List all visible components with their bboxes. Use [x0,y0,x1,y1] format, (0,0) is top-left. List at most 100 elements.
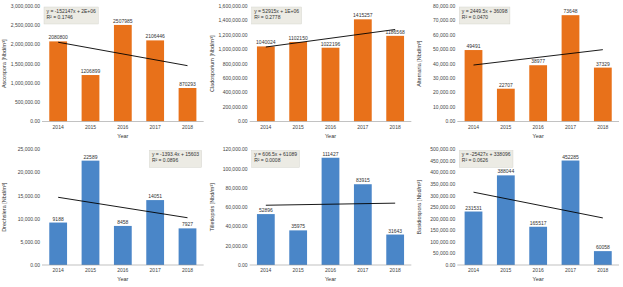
y-tick-label: 300,000.00 [430,193,455,199]
x-tick-label: 2016 [533,124,544,130]
trendline [474,192,603,218]
trendline [474,50,603,65]
x-tick-label: 2018 [390,124,401,130]
x-tick-label: 2018 [597,267,608,273]
bar [146,40,164,121]
x-tick-label: 2016 [325,267,336,273]
data-label: 452285 [562,154,579,160]
bar [529,65,547,121]
equation-box: y = -25427x + 338096R² = 0.0626 [459,151,513,168]
bar [289,230,307,265]
y-tick-label: 70,000.00 [433,17,455,23]
bar [322,48,340,122]
y-tick-label: 1,000,000.00 [11,80,40,86]
y-tick-label: 3,000,000.00 [11,3,40,9]
y-axis-label: Basidiospora [Nbd/m³] [416,180,422,235]
x-tick-label: 2015 [293,124,304,130]
bar [179,88,197,122]
data-label: 2507985 [113,18,133,24]
bar [354,184,372,265]
y-tick-label: 25,000.00 [18,146,40,152]
bar [529,227,547,265]
chart-panel: 0.00200,000.00400,000.00600,000.00800,00… [209,3,412,139]
y-tick-label: 40,000.00 [433,61,455,67]
x-tick-label: 2016 [325,124,336,130]
data-label: 2106446 [145,33,165,39]
plot-area [257,19,404,121]
data-label: 1186568 [386,29,405,35]
equation-box-bg [252,151,300,168]
x-tick-label: 2014 [468,124,479,130]
x-tick-label: 2017 [357,124,368,130]
equation-box: y = 52915x + 1E+06R² = 0.2778 [252,7,302,24]
data-label: 22589 [84,154,98,160]
x-tick-label: 2017 [150,124,161,130]
y-tick-label: 5,000.00 [21,239,41,245]
bar [465,212,483,265]
bar [49,41,67,121]
y-tick-label: 30,000.00 [433,75,455,81]
equation-box-bg [252,7,302,24]
x-tick-label: 2017 [357,267,368,273]
bar [82,75,100,121]
data-label: 1040024 [256,39,276,45]
data-label: 37329 [596,61,610,67]
equation-text: R² = 0.0470 [462,14,488,20]
y-tick-label: 400,000.00 [430,169,455,175]
bar [257,214,275,265]
y-tick-label: 0.00 [30,118,40,124]
data-label: 7927 [182,221,193,227]
y-tick-label: 60,000.00 [225,204,247,210]
y-tick-label: 2,500,000.00 [11,22,40,28]
bar [594,251,612,265]
y-axis-label: Cladosporium [Nbd/m³] [209,35,215,92]
x-axis-label: Year [533,276,544,282]
x-tick-label: 2018 [597,124,608,130]
y-tick-label: 15,000.00 [18,193,40,199]
y-tick-label: 50,000.00 [433,46,455,52]
bar [49,223,67,265]
chart-panel: 0.00500,000.001,000,000.001,500,000.002,… [1,3,204,139]
bar [497,89,515,122]
x-tick-label: 2014 [260,124,271,130]
x-axis [457,265,619,266]
x-axis [250,265,412,266]
equation-text: R² = 0.0008 [254,157,280,163]
x-tick-label: 2018 [182,267,193,273]
x-axis-label: Year [117,133,128,139]
x-tick-label: 2018 [182,124,193,130]
x-tick-label: 2015 [85,267,96,273]
x-tick-label: 2014 [53,124,64,130]
data-label: 165517 [530,220,547,226]
x-tick-label: 2015 [500,124,511,130]
data-label: 83915 [356,177,370,183]
y-tick-label: 0.00 [446,262,456,268]
equation-box-bg [459,151,513,168]
equation-box-bg [459,7,510,24]
trendline [266,29,395,47]
y-tick-label: 2,000,000.00 [11,41,40,47]
figure: 0.00500,000.001,000,000.001,500,000.002,… [0,0,623,287]
x-axis [457,121,619,122]
chart-panel: 0.0050,000.00100,000.00150,000.00200,000… [416,146,619,282]
bar [82,161,100,265]
x-axis-label: Year [117,276,128,282]
y-tick-label: 1,600,000.00 [218,3,247,9]
x-axis-label: Year [325,133,336,139]
equation-text: R² = 0.0626 [462,157,488,163]
y-tick-label: 1,400,000.00 [218,17,247,23]
data-label: 388044 [497,168,514,174]
y-axis-label: Drechslera [Nbd/m³] [1,182,7,232]
x-axis-label: Year [325,276,336,282]
y-tick-label: 10,000.00 [433,104,455,110]
data-label: 52896 [259,207,273,213]
x-tick-label: 2014 [260,267,271,273]
y-tick-label: 250,000.00 [430,204,455,210]
y-axis-label: Ascospora [Nbd/m³] [1,39,7,88]
x-axis-label: Year [533,133,544,139]
data-label: 870293 [179,81,196,87]
x-axis [42,121,204,122]
equation-text: R² = 0.1746 [47,14,73,20]
y-tick-label: 50,000.00 [433,250,455,256]
equation-box: y = 2449.5x + 36098R² = 0.0470 [459,7,510,24]
